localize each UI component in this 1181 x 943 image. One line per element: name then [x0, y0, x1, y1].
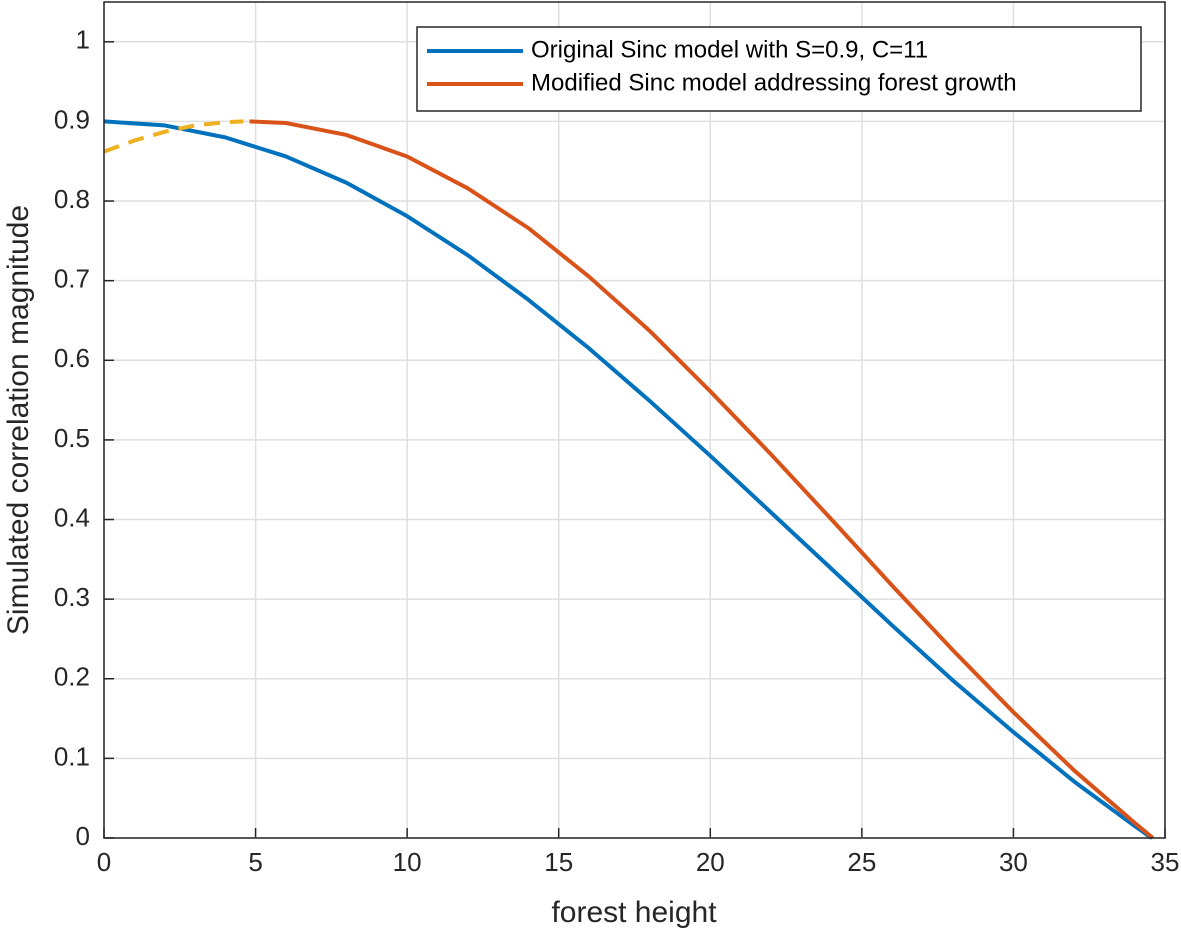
y-tick-label: 0 [76, 821, 90, 851]
series-line [103, 119, 244, 154]
y-tick-label: 0.8 [54, 184, 90, 214]
y-tick-label: 0.7 [54, 264, 90, 294]
x-tick-label: 30 [999, 847, 1028, 877]
x-tick-label: 0 [97, 847, 111, 877]
plot-area [104, 2, 1165, 838]
x-tick-label: 35 [1151, 847, 1180, 877]
y-axis-label: Simulated correlation magnitude [2, 205, 35, 635]
y-tick-label: 0.6 [54, 343, 90, 373]
y-tick-label: 1 [76, 25, 90, 55]
y-tick-label: 0.5 [54, 423, 90, 453]
x-tick-label: 20 [696, 847, 725, 877]
legend-box [416, 26, 1142, 112]
y-tick-label: 0.2 [54, 662, 90, 692]
series-line [249, 119, 1155, 840]
legend-label: Modified Sinc model addressing forest gr… [531, 69, 1017, 96]
series-line [103, 119, 1153, 840]
legend-label: Original Sinc model with S=0.9, C=11 [531, 36, 928, 63]
legend: Original Sinc model with S=0.9, C=11 Modi… [416, 26, 1142, 112]
y-tick-label: 0.4 [54, 502, 90, 532]
axes-box [103, 1, 1166, 839]
y-tick-label: 0.9 [54, 104, 90, 134]
x-tick-label: 15 [544, 847, 573, 877]
y-tick-label: 0.1 [54, 741, 90, 771]
x-tick-label: 10 [393, 847, 422, 877]
x-tick-label: 5 [248, 847, 262, 877]
x-axis-label: forest height [551, 896, 717, 929]
x-tick-label: 25 [847, 847, 876, 877]
y-tick-label: 0.3 [54, 582, 90, 612]
